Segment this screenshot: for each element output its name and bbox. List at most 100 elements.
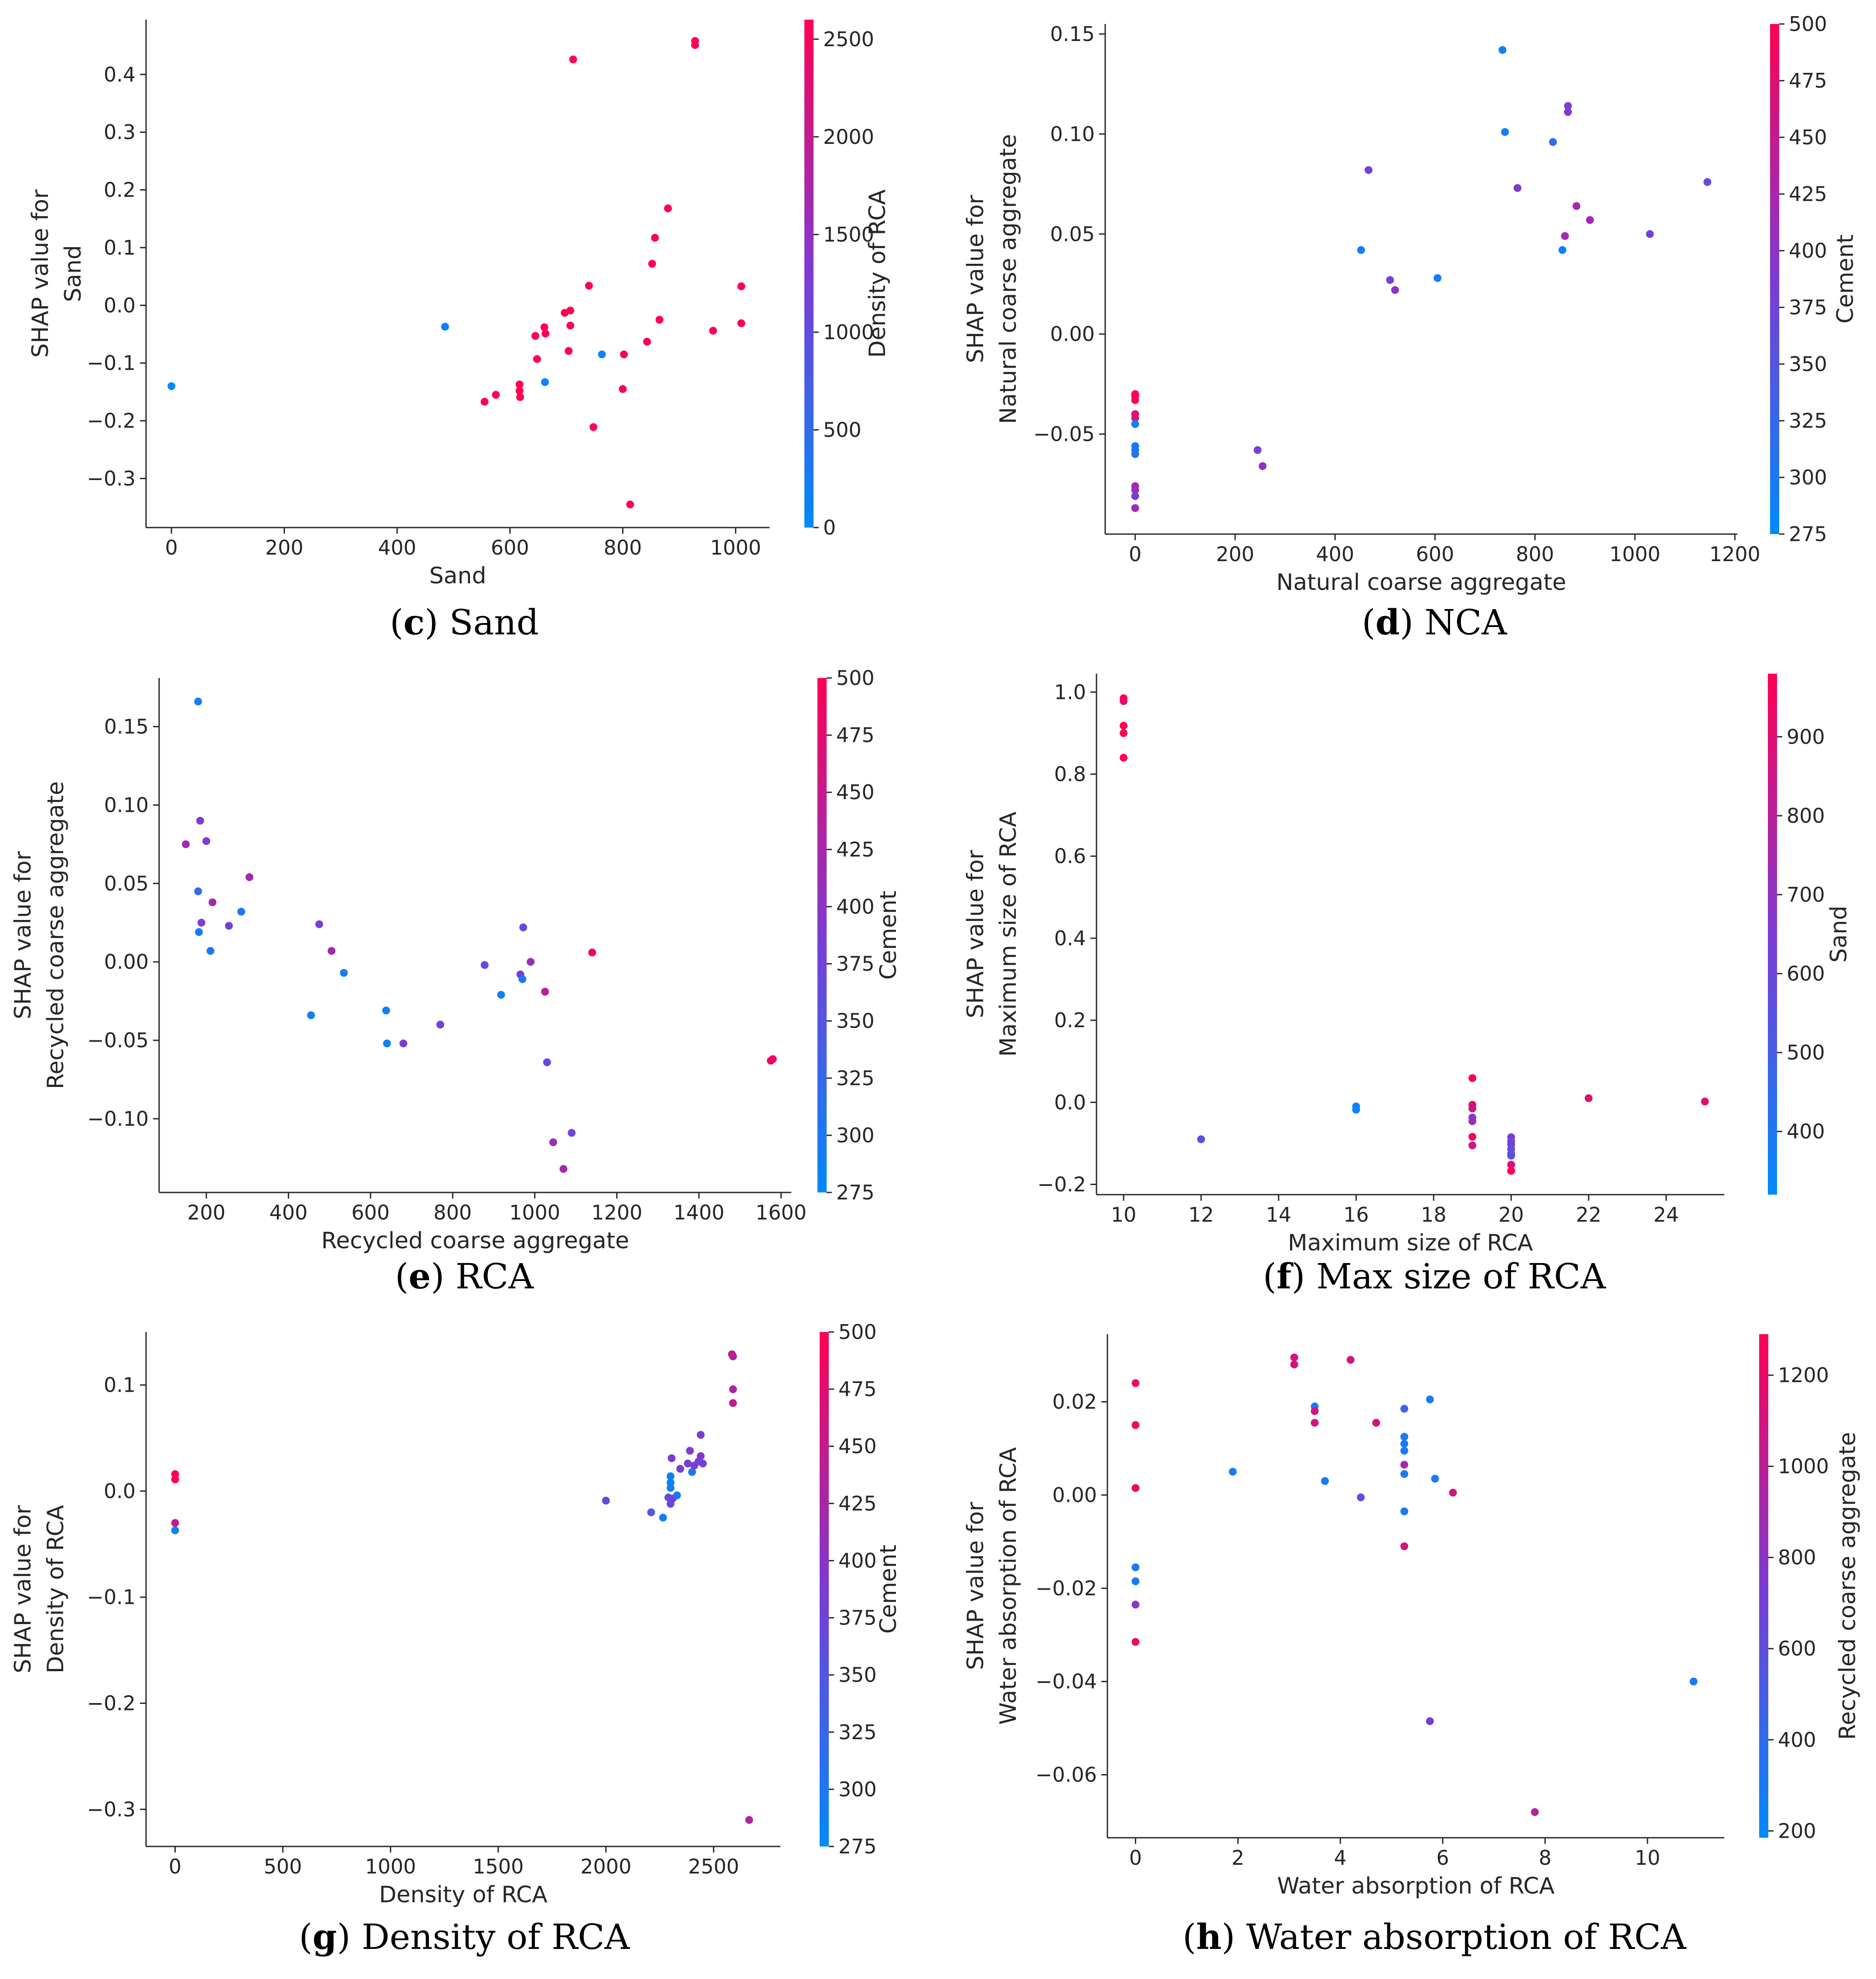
data-point — [1386, 276, 1394, 284]
colorbar-tick-label: 1500 — [823, 223, 874, 246]
y-tick-label: 0.6 — [1054, 845, 1086, 868]
data-point — [531, 332, 539, 340]
data-point — [602, 1496, 610, 1505]
x-tick-label: 0 — [1129, 1846, 1142, 1870]
colorbar-tick-label: 300 — [836, 1124, 875, 1147]
x-tick-label: 2 — [1232, 1846, 1244, 1870]
colorbar-tick-label: 350 — [1789, 352, 1827, 376]
colorbar-tick-label: 800 — [1787, 804, 1825, 828]
y-tick-label: −0.02 — [1035, 1577, 1097, 1600]
data-point — [1507, 1161, 1515, 1169]
y-axis-label: SHAP value for — [10, 1505, 36, 1673]
x-tick-label: 10 — [1635, 1846, 1661, 1870]
data-point — [667, 1472, 675, 1480]
caption-text: ) Density of RCA — [337, 1917, 630, 1957]
x-tick-label: 16 — [1343, 1203, 1369, 1226]
x-axis-label: Density of RCA — [379, 1882, 548, 1908]
data-point — [1197, 1135, 1205, 1143]
colorbar-tick-label: 275 — [836, 1181, 875, 1204]
x-axis-label: Maximum size of RCA — [1288, 1230, 1533, 1256]
y-axis-label: Recycled coarse aggregate — [43, 781, 69, 1089]
data-point — [667, 1454, 676, 1462]
y-tick-label: −0.1 — [87, 1585, 136, 1609]
y-tick-label: 0.00 — [1050, 322, 1095, 346]
y-tick-label: 0.05 — [104, 872, 149, 895]
panel-h: 0 2 4 6 8 10 −0.06 −0.04 −0.02 0.00 0.02 Water abso… — [963, 1334, 1861, 1957]
data-point — [1701, 1097, 1709, 1106]
colorbar-tick-label: 350 — [836, 1009, 875, 1033]
data-point — [709, 327, 717, 335]
data-point — [1372, 1419, 1380, 1427]
data-point — [684, 1459, 692, 1468]
x-tick-label: 8 — [1539, 1846, 1551, 1870]
data-point — [1431, 1475, 1439, 1483]
x-tick-label: 1000 — [1609, 542, 1660, 566]
data-point — [559, 1165, 568, 1173]
data-point — [171, 1519, 179, 1527]
data-point — [1426, 1717, 1434, 1725]
data-point — [197, 919, 205, 927]
x-tick-label: 1200 — [591, 1201, 642, 1224]
y-tick-label: 0.1 — [104, 1373, 136, 1397]
y-tick-label: 0.4 — [104, 63, 136, 86]
colorbar-tick-label: 350 — [838, 1663, 877, 1687]
data-point — [245, 873, 254, 881]
colorbar-label: Density of RCA — [865, 189, 891, 358]
data-point — [1646, 230, 1654, 238]
colorbar-tick-label: 400 — [1778, 1728, 1816, 1751]
x-tick-label: 6 — [1437, 1846, 1449, 1870]
x-tick-label: 12 — [1188, 1203, 1214, 1226]
data-point — [1131, 396, 1139, 404]
y-tick-label: 0.00 — [104, 950, 149, 974]
data-point — [1311, 1407, 1319, 1415]
data-point — [1449, 1489, 1457, 1497]
caption-letter: c — [403, 602, 425, 643]
data-point — [1365, 166, 1373, 174]
panel-caption: (h) Water absorption of RCA — [1182, 1916, 1686, 1957]
data-point — [1131, 1484, 1140, 1492]
y-axis-label: SHAP value for — [963, 1502, 989, 1670]
data-point — [171, 1526, 179, 1534]
data-point — [1468, 1133, 1477, 1141]
data-point — [745, 1816, 753, 1824]
x-tick-label: 1200 — [1709, 542, 1760, 566]
data-point — [676, 1465, 684, 1473]
y-tick-label: 0.02 — [1052, 1390, 1097, 1414]
data-point — [1321, 1477, 1329, 1485]
data-point — [566, 321, 575, 330]
data-point — [565, 347, 573, 355]
data-point — [515, 387, 524, 395]
data-point — [1131, 450, 1139, 458]
data-point — [1352, 1106, 1360, 1114]
x-axis-label: Recycled coarse aggregate — [321, 1228, 629, 1254]
data-point — [568, 1129, 576, 1137]
colorbar-tick-label: 500 — [1789, 12, 1827, 36]
x-tick-label: 1000 — [710, 536, 761, 559]
colorbar-tick-label: 450 — [1789, 126, 1827, 149]
x-axis-label: Sand — [429, 563, 487, 589]
caption-text: ) Sand — [425, 602, 539, 643]
data-point — [1253, 446, 1262, 454]
y-axis-label: SHAP value for — [10, 851, 36, 1019]
data-point — [1131, 1638, 1140, 1646]
data-point — [1290, 1353, 1298, 1362]
y-tick-label: −0.2 — [87, 1692, 136, 1715]
data-point — [540, 323, 548, 331]
colorbar-tick-label: 325 — [1789, 409, 1827, 433]
data-point — [1259, 462, 1267, 470]
panel-f: 10 12 14 16 18 20 22 24 −0.2 0.0 0.2 0.4 0.6 0.8 1.0 Ma… — [963, 674, 1852, 1297]
data-point — [208, 898, 217, 906]
x-tick-label: 4 — [1334, 1846, 1347, 1870]
data-point — [1131, 414, 1139, 422]
colorbar-tick-label: 450 — [836, 780, 875, 804]
data-point — [541, 330, 550, 338]
y-tick-label: 0.0 — [104, 293, 136, 317]
y-tick-label: −0.05 — [87, 1029, 149, 1052]
data-point — [1400, 1507, 1409, 1516]
data-point — [1229, 1468, 1237, 1476]
data-point — [673, 1491, 681, 1499]
data-point — [541, 378, 549, 386]
colorbar-tick-label: 400 — [838, 1549, 877, 1572]
data-point — [1507, 1167, 1515, 1175]
x-tick-label: 200 — [265, 536, 303, 559]
